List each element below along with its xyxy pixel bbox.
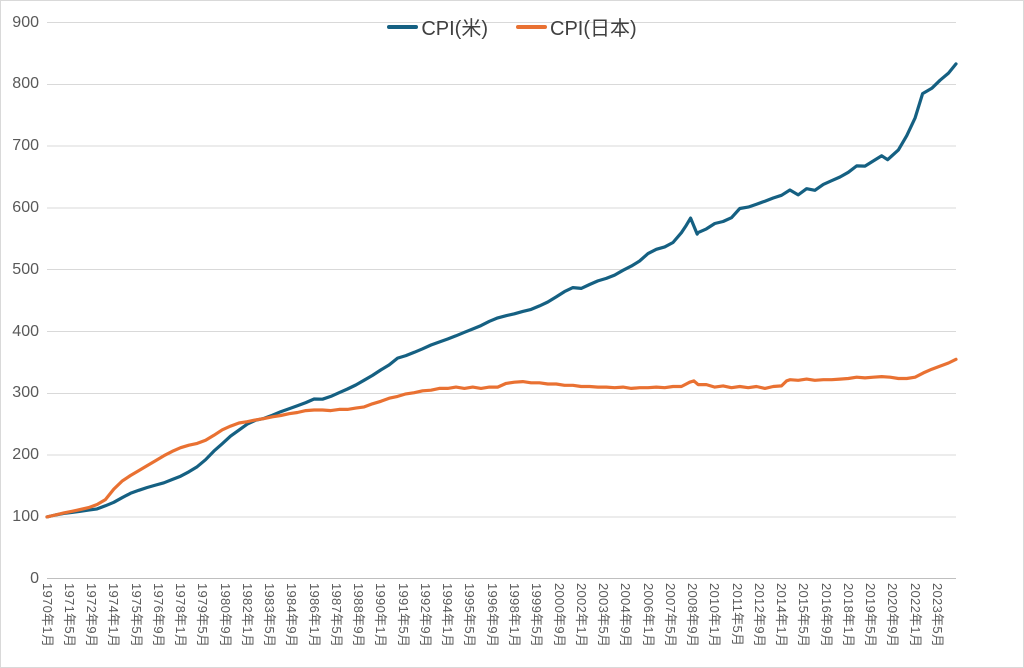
x-tick-label: 2016年9月	[818, 583, 834, 648]
x-tick-label: 1986年1月	[306, 583, 322, 648]
y-tick-label: 100	[12, 507, 39, 525]
x-tick-label: 1994年1月	[440, 583, 456, 648]
y-tick-label: 300	[12, 384, 39, 402]
x-tick-label: 2008年9月	[685, 583, 700, 648]
x-tick-label: 2003年5月	[596, 583, 611, 648]
x-tick-label: 1971年5月	[61, 583, 77, 648]
y-tick-label: 200	[12, 446, 39, 464]
x-tick-label: 2015年5月	[796, 583, 812, 648]
cpi-japan-line	[45, 357, 958, 519]
y-tick-label: 600	[12, 198, 39, 216]
x-tick-label: 1995年5月	[462, 583, 478, 648]
x-tick-label: 1983年5月	[262, 583, 278, 648]
x-tick-label: 1974年1月	[106, 583, 122, 648]
x-tick-label: 2012年9月	[751, 583, 767, 648]
y-tick-label: 0	[30, 569, 39, 587]
x-tick-label: 2000年9月	[551, 583, 567, 648]
x-tick-label: 1988年9月	[351, 583, 367, 648]
x-tick-label: 2004年9月	[618, 583, 634, 648]
x-tick-label: 2010年1月	[707, 583, 723, 648]
x-tick-label: 1999年5月	[529, 583, 545, 648]
x-tick-label: 1979年5月	[195, 583, 211, 648]
y-tick-label: 400	[12, 322, 39, 340]
x-tick-label: 1991年5月	[395, 583, 411, 648]
x-tick-label: 2006年1月	[640, 583, 656, 648]
x-tick-label: 1998年1月	[506, 583, 522, 648]
x-tick-label: 2020年9月	[885, 583, 901, 648]
y-tick-label: 800	[12, 75, 39, 93]
y-tick-label: 900	[12, 13, 39, 31]
x-tick-label: 1972年9月	[84, 583, 99, 648]
x-tick-label: 1987年5月	[328, 583, 344, 648]
x-tick-label: 2007年5月	[662, 583, 678, 648]
x-tick-label: 1990年1月	[373, 583, 389, 648]
x-tick-label: 2011年5月	[729, 583, 745, 647]
x-tick-label: 2014年1月	[774, 583, 789, 648]
x-tick-label: 1980年9月	[217, 583, 233, 648]
x-tick-label: 1978年1月	[173, 583, 189, 648]
x-tick-label: 2018年1月	[840, 583, 856, 648]
x-tick-label: 1982年1月	[239, 583, 255, 648]
x-tick-label: 1970年1月	[39, 583, 55, 648]
cpi-us-line	[45, 62, 958, 519]
y-tick-label: 500	[12, 260, 39, 278]
x-tick-label: 2002年1月	[573, 583, 589, 648]
x-tick-label: 1984年9月	[284, 583, 300, 648]
x-tick-label: 1996年9月	[484, 583, 500, 648]
x-tick-label: 2022年1月	[907, 583, 923, 648]
x-tick-label: 1992年9月	[417, 583, 433, 648]
y-tick-label: 700	[12, 137, 39, 155]
x-tick-label: 1976年9月	[150, 583, 166, 648]
x-tick-label: 2023年5月	[929, 583, 945, 648]
x-tick-label: 1975年5月	[128, 583, 144, 648]
x-tick-label: 2019年5月	[863, 583, 879, 648]
